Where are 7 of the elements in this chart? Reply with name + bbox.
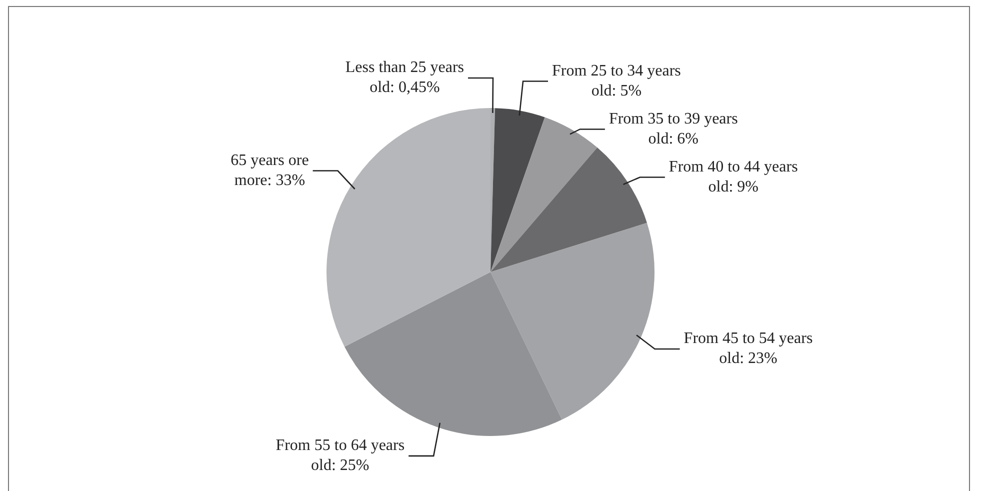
slice-label: From 55 to 64 years old: 25% xyxy=(276,437,405,474)
slice-label: Less than 25 years old: 0,45% xyxy=(345,59,464,96)
slice-label: From 25 to 34 years old: 5% xyxy=(552,62,681,100)
slice-label: 65 years ore more: 33% xyxy=(230,152,309,189)
slice-label: From 40 to 44 years old: 9% xyxy=(668,158,798,196)
slice-label: From 45 to 54 years old: 23% xyxy=(684,330,813,368)
slice-label: From 35 to 39 years old: 6% xyxy=(608,110,738,148)
